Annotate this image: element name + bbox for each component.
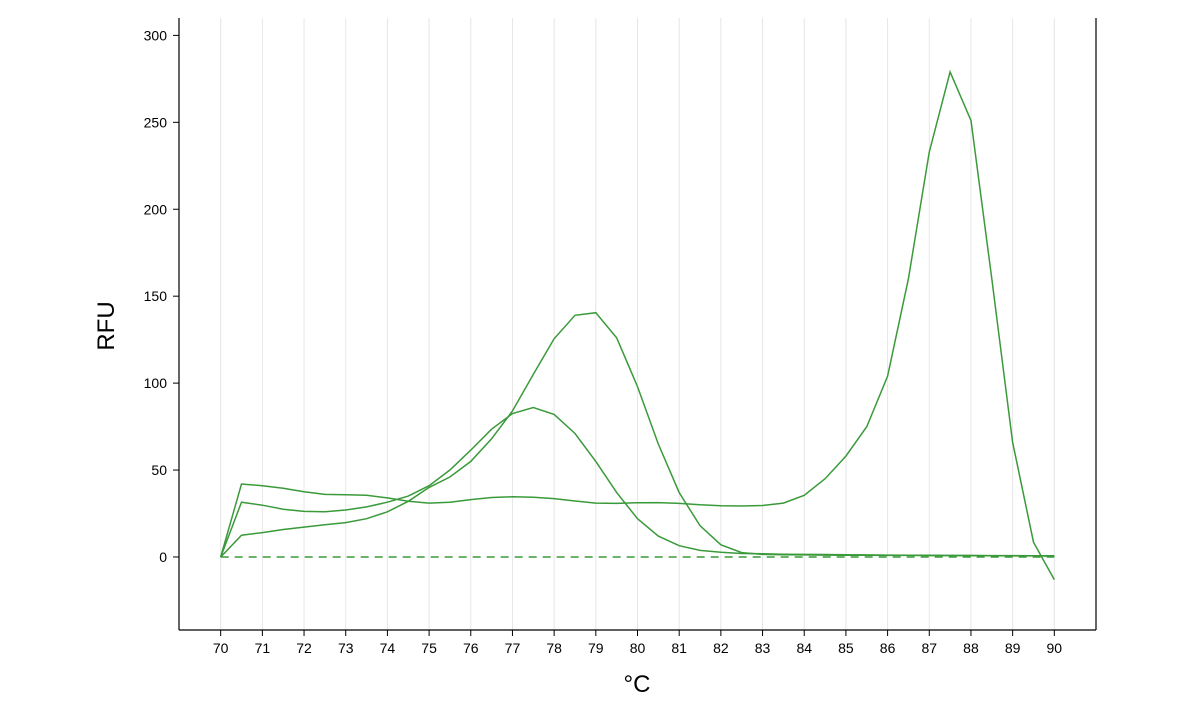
y-tick-label: 300 bbox=[144, 27, 168, 43]
x-tick-label: 77 bbox=[505, 640, 521, 656]
y-tick-label: 0 bbox=[159, 549, 167, 565]
x-tick-label: 79 bbox=[588, 640, 604, 656]
x-tick-label: 76 bbox=[463, 640, 479, 656]
y-tick-label: 200 bbox=[144, 201, 168, 217]
x-axis-label: °C bbox=[624, 671, 651, 698]
y-tick-label: 150 bbox=[144, 288, 168, 304]
x-tick-label: 87 bbox=[921, 640, 937, 656]
x-tick-label: 78 bbox=[546, 640, 562, 656]
x-tick-label: 88 bbox=[963, 640, 979, 656]
series-lines bbox=[219, 69, 1055, 580]
x-tick-label: 73 bbox=[338, 640, 354, 656]
x-tick-label: 84 bbox=[796, 640, 812, 656]
series-line-1 bbox=[219, 69, 1055, 580]
x-tick-label: 72 bbox=[296, 640, 312, 656]
y-tick-label: 100 bbox=[144, 375, 168, 391]
x-tick-label: 89 bbox=[1005, 640, 1021, 656]
grid bbox=[220, 18, 1055, 630]
axes: 70 71 72 73 74 75 76 77 78 79 80 81 82 83 84 85 86 87 88 89… bbox=[144, 18, 1097, 656]
x-tick-label: 70 bbox=[213, 640, 229, 656]
x-tick-label: 83 bbox=[755, 640, 771, 656]
x-tick-label: 74 bbox=[380, 640, 396, 656]
x-tick-label: 81 bbox=[671, 640, 687, 656]
x-tick-label: 85 bbox=[838, 640, 854, 656]
series-line-3 bbox=[219, 406, 1055, 558]
x-tick-label: 86 bbox=[880, 640, 896, 656]
x-tick-label: 90 bbox=[1047, 640, 1063, 656]
x-tick-label: 75 bbox=[421, 640, 437, 656]
x-tick-label: 80 bbox=[630, 640, 646, 656]
x-tick-label: 82 bbox=[713, 640, 729, 656]
y-tick-label: 50 bbox=[151, 462, 167, 478]
y-axis-label: RFU bbox=[93, 301, 120, 350]
y-tick-label: 250 bbox=[144, 114, 168, 130]
x-tick-label: 71 bbox=[255, 640, 271, 656]
